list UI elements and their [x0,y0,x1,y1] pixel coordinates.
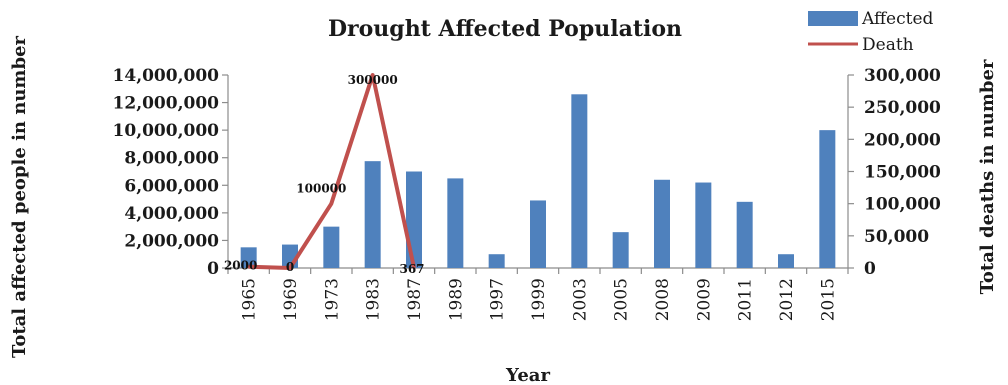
y2-tick-label: 150,000 [864,163,941,183]
x-tick-label: 2003 [570,278,590,321]
y2-tick-label: 100,000 [864,195,941,215]
death-data-label: 2000 [224,259,257,273]
death-point-1969 [288,266,292,270]
bar-1983 [364,161,381,268]
x-tick-label: 1997 [488,278,508,321]
death-point-1987 [412,266,416,270]
death-point-1983 [371,73,375,77]
x-tick-label: 1999 [529,278,549,321]
x-tick-label: 1983 [364,278,384,321]
x-tick-label: 1969 [281,278,301,321]
bar-2015 [819,130,836,268]
y-tick-label: 2,000,000 [124,231,219,251]
bar-1973 [323,226,340,268]
y2-tick-label: 300,000 [864,66,941,86]
x-tick-label: 2005 [612,278,632,321]
bar-2012 [778,254,794,268]
x-tick-label: 2015 [818,278,838,321]
y2-tick-label: 250,000 [864,98,941,118]
x-tick-label: 1973 [322,278,342,321]
chart-title: Drought Affected Population [328,16,682,42]
legend-label-affected: Affected [861,9,934,29]
death-data-label: 300000 [348,73,398,87]
x-tick-label: 1987 [405,278,425,321]
y-tick-label: 10,000,000 [113,121,220,141]
x-tick-label: 1965 [240,278,260,321]
y2-tick-label: 50,000 [864,227,929,247]
y2-tick-label: 0 [864,259,876,279]
death-point-1973 [329,202,333,206]
y-axis-title: Total affected people in number [9,35,30,358]
bar-2005 [612,232,629,268]
bar-2003 [571,94,588,268]
bar-1999 [530,200,546,268]
legend-label-death: Death [862,35,914,55]
legend-swatch-affected [808,11,858,26]
bar-1989 [447,178,464,268]
bar-1997 [488,254,505,268]
x-tick-label: 2009 [694,278,714,321]
death-data-label: 0 [286,260,294,274]
death-point-1965 [247,265,251,269]
y2-axis-title: Total deaths in number [977,59,998,294]
bar-1987 [406,171,422,268]
y-tick-label: 0 [207,259,219,279]
y-tick-label: 14,000,000 [113,66,220,86]
y-tick-label: 4,000,000 [124,204,219,224]
x-tick-label: 2008 [653,278,673,321]
bar-2009 [695,182,712,268]
x-axis-title: Year [505,365,550,385]
plot-area: 0 2,000,000 4,000,000 6,000,000 8,000,000 10,… [113,66,942,321]
x-tick-label: 1989 [446,278,466,321]
death-data-label: 367 [399,262,424,276]
y-tick-label: 12,000,000 [113,94,220,114]
y2-tick-label: 200,000 [864,130,941,150]
x-tick-label: 2012 [777,278,797,321]
bar-2011 [736,201,753,268]
bar-2008 [654,179,670,268]
death-data-label: 100000 [296,182,346,196]
y-tick-label: 8,000,000 [124,149,219,169]
bar-1965 [240,247,257,268]
chart-legend: Affected Death [808,9,934,55]
x-tick-label: 2011 [736,278,756,321]
y-tick-label: 6,000,000 [124,176,219,196]
